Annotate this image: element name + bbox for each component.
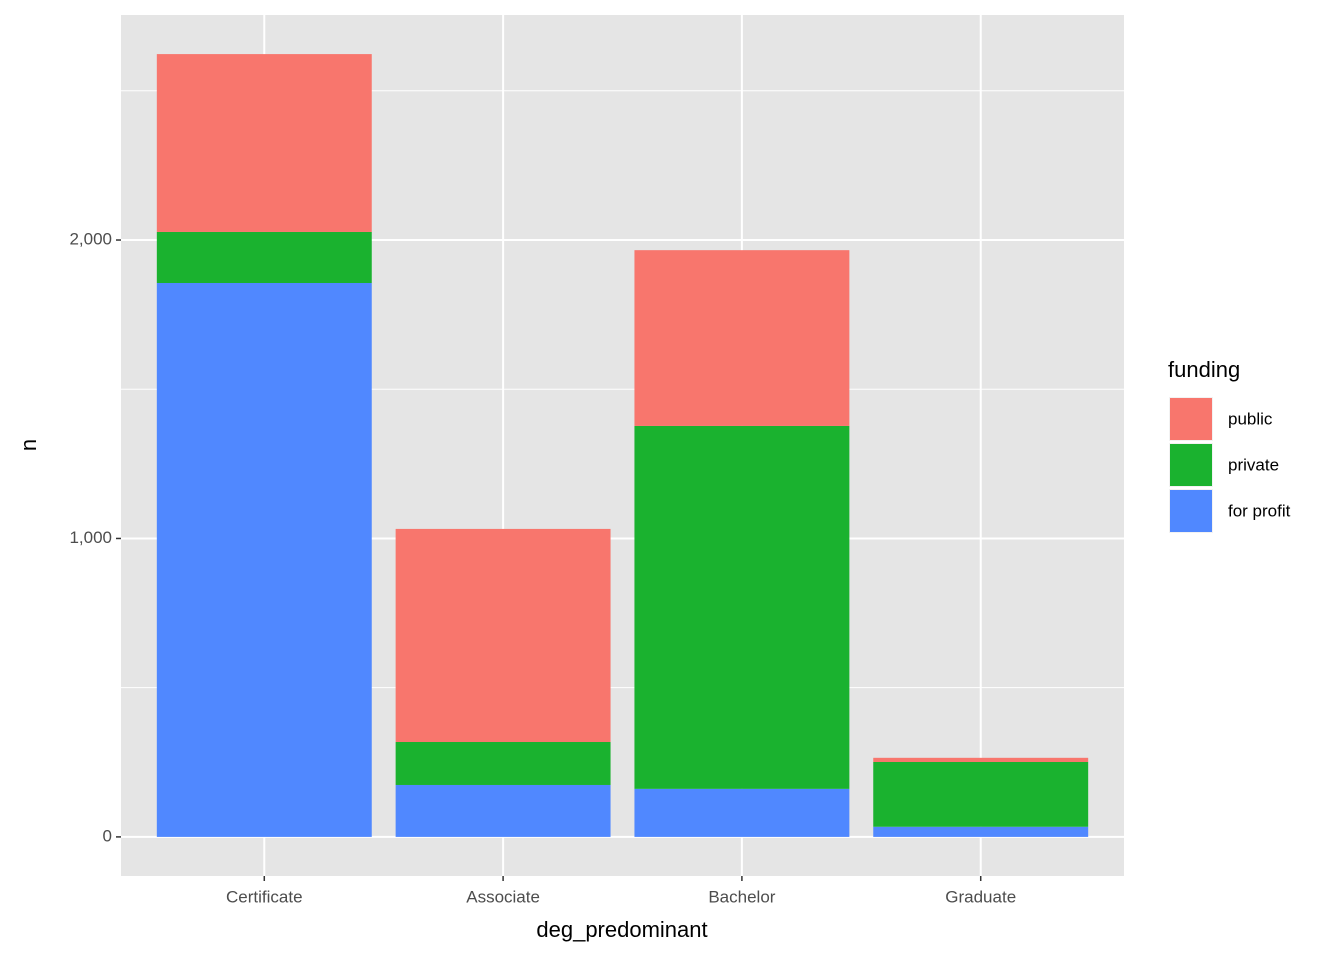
y-tick-label: 2,000 [69,230,112,249]
x-tick-label: Associate [466,887,540,906]
y-tick-label: 1,000 [69,528,112,547]
x-tick-label: Bachelor [708,887,775,906]
bar-segment [873,826,1089,837]
bar-segment [634,425,850,789]
legend-label: private [1228,455,1279,474]
axes: 0 1,000 2,000 Certificate Associate Bachelor G… [69,230,1016,907]
x-tick-label: Certificate [226,887,303,906]
x-axis-title: deg_predominant [536,917,707,942]
bar-segment [395,742,611,785]
legend-title: funding [1168,357,1240,382]
legend-swatch [1170,398,1212,440]
legend-label: public [1228,409,1273,428]
y-axis-title: n [16,439,41,451]
bar-segment [156,231,372,283]
bar-segment [873,761,1089,827]
bar-segment [634,788,850,837]
legend-swatch [1170,490,1212,532]
bar-segment [156,282,372,837]
bar-segment [156,54,372,232]
bar-segment [634,250,850,426]
bars [156,54,1089,837]
y-tick-label: 0 [103,826,112,845]
x-tick-label: Graduate [945,887,1016,906]
bar-segment [395,528,611,743]
legend: public private for profit [1169,397,1291,533]
bar-segment [395,784,611,837]
legend-swatch [1170,444,1212,486]
bar-segment [873,757,1089,762]
legend-label: for profit [1228,501,1291,520]
